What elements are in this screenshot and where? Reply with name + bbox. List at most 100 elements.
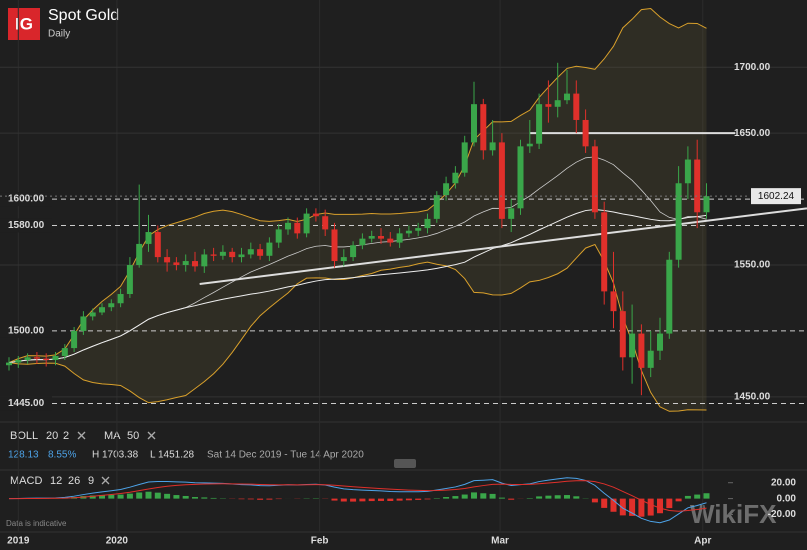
candle-body xyxy=(52,355,59,360)
change-pct: 8.55% xyxy=(48,450,76,461)
macd-hist xyxy=(266,498,273,500)
candle-body xyxy=(182,261,189,266)
candle-body xyxy=(610,291,617,312)
macd-hist xyxy=(480,493,487,499)
macd-hist xyxy=(564,495,570,499)
macd-hist xyxy=(619,498,626,516)
level-label: 1580.00 xyxy=(8,220,45,231)
macd-hist xyxy=(508,498,515,500)
candle-body xyxy=(80,316,87,331)
candle-body xyxy=(229,251,236,258)
y-tick-label: 1450.00 xyxy=(734,392,771,403)
candle-body xyxy=(266,242,273,256)
candle-body xyxy=(71,330,78,349)
macd-hist xyxy=(340,498,347,502)
footnote: Data is indicative xyxy=(6,519,67,528)
candle-body xyxy=(461,142,468,173)
x-tick-label: 2019 xyxy=(7,536,30,547)
change: 128.13 xyxy=(8,450,39,461)
candle-body xyxy=(61,348,68,356)
low: L 1451.28 xyxy=(150,450,195,461)
macd-hist xyxy=(350,498,357,502)
trendline xyxy=(199,207,807,285)
candle-body xyxy=(489,142,496,151)
candle-body xyxy=(378,236,384,239)
logo: IG xyxy=(15,14,33,33)
candle-body xyxy=(126,265,133,295)
macd-hist xyxy=(238,498,245,500)
title: Spot Gold xyxy=(48,7,119,24)
candle-body xyxy=(415,228,422,231)
macd-hist xyxy=(164,493,171,499)
candle-body xyxy=(350,245,357,258)
macd-hist xyxy=(703,493,710,499)
macd-hist xyxy=(443,497,450,499)
candle-body xyxy=(545,104,552,107)
candle-body xyxy=(591,146,598,213)
candle-body xyxy=(219,251,226,256)
y-tick-label: 1650.00 xyxy=(734,128,771,139)
boll-fill xyxy=(9,8,707,412)
candle-body xyxy=(6,362,12,366)
candle-body xyxy=(508,208,515,219)
candle-body xyxy=(154,232,161,258)
candle-body xyxy=(424,218,431,229)
scroll-handle[interactable] xyxy=(394,459,416,468)
macd-hist xyxy=(498,497,505,499)
candle-body xyxy=(471,104,477,143)
macd-hist xyxy=(201,497,208,499)
candle-body xyxy=(43,358,50,360)
macd-hist xyxy=(647,498,654,516)
candle-body xyxy=(359,238,366,246)
candle-body xyxy=(99,307,105,313)
x-tick-label: Mar xyxy=(491,536,509,547)
candle-body xyxy=(554,100,561,107)
candle-body xyxy=(647,350,654,368)
candle-body xyxy=(285,222,291,230)
close-icon[interactable] xyxy=(77,431,86,440)
logo-box xyxy=(8,8,40,40)
macd-tick-label: 0.00 xyxy=(777,493,797,504)
candle-body xyxy=(387,238,394,243)
boll-label: BOLL xyxy=(10,430,38,442)
macd-line xyxy=(8,477,707,524)
candle-body xyxy=(564,93,570,101)
macd-hist xyxy=(173,495,180,499)
macd-hist xyxy=(145,491,152,499)
candle-body xyxy=(303,213,310,234)
close-icon[interactable] xyxy=(147,431,156,440)
macd-hist xyxy=(387,498,394,502)
signal-line xyxy=(8,480,707,512)
candle-body xyxy=(164,257,171,263)
candle-body xyxy=(275,229,282,243)
candle-body xyxy=(619,311,626,358)
macd-param: 12 xyxy=(50,475,62,487)
x-tick-label: Apr xyxy=(694,536,711,547)
macd-hist xyxy=(629,498,636,516)
close-icon[interactable] xyxy=(101,476,110,485)
macd-hist xyxy=(117,494,124,499)
candle-body xyxy=(201,254,208,267)
candle-body xyxy=(536,104,543,144)
ma-label: MA xyxy=(104,430,121,442)
boll-param: 2 xyxy=(63,430,69,442)
candle-body xyxy=(666,259,673,334)
candle-body xyxy=(498,142,505,219)
candle-body xyxy=(145,232,152,244)
macd-hist xyxy=(424,498,431,500)
macd-hist xyxy=(257,498,264,500)
macd-hist xyxy=(182,495,189,499)
macd-hist xyxy=(675,498,682,502)
level-label: 1500.00 xyxy=(8,326,45,337)
candle-body xyxy=(24,357,31,360)
candle-body xyxy=(89,312,96,317)
macd-hist xyxy=(657,498,663,514)
candle-body xyxy=(582,119,589,147)
macd-hist xyxy=(136,492,143,499)
boll-param: 20 xyxy=(46,430,58,442)
macd-hist xyxy=(554,495,561,499)
macd-hist xyxy=(378,498,384,501)
candle-body xyxy=(136,243,143,266)
candle-body xyxy=(247,249,254,255)
candle-body xyxy=(480,104,487,151)
